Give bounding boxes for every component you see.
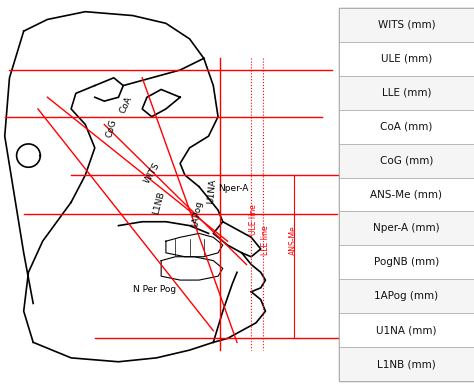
Text: CoA: CoA [118,95,134,115]
Text: ANS-Me: ANS-Me [289,225,298,255]
Text: PogNB (mm): PogNB (mm) [374,258,439,267]
Text: U1NA: U1NA [206,179,218,204]
Text: L1NB (mm): L1NB (mm) [377,359,436,369]
Text: WITS: WITS [142,161,161,185]
Text: ULE (mm): ULE (mm) [381,54,432,64]
Text: ANS-Me (mm): ANS-Me (mm) [371,189,442,200]
Text: 1APog: 1APog [190,198,203,228]
Text: L1NB: L1NB [152,191,166,216]
Text: Nper-A (mm): Nper-A (mm) [373,223,440,233]
Text: U1NA (mm): U1NA (mm) [376,325,437,335]
Text: Nper-A: Nper-A [218,184,248,193]
Text: CoG: CoG [104,118,118,138]
Text: 1APog (mm): 1APog (mm) [374,291,438,301]
Text: N Per Pog: N Per Pog [133,285,176,294]
Text: LLE line: LLE line [261,225,270,255]
Text: CoA (mm): CoA (mm) [380,122,433,131]
Text: ULE line: ULE line [249,205,258,235]
Text: WITS (mm): WITS (mm) [378,20,435,30]
Text: CoG (mm): CoG (mm) [380,156,433,166]
Text: LLE (mm): LLE (mm) [382,88,431,98]
